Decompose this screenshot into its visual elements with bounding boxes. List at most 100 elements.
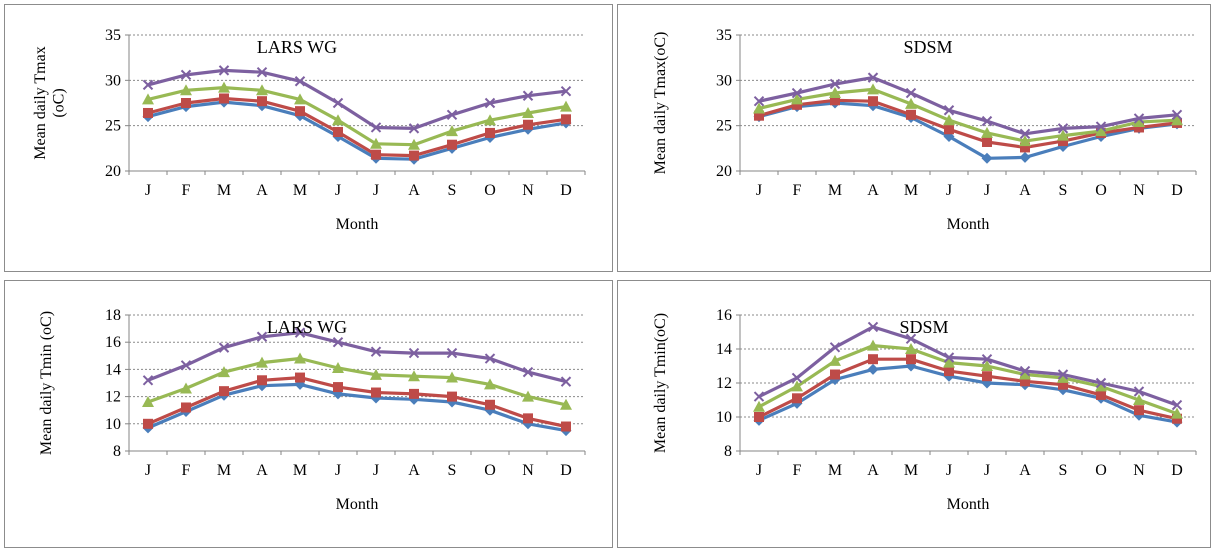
data-point-series-1-diamond [294, 378, 306, 390]
x-tick-label: F [182, 182, 191, 199]
data-point-series-1-diamond [522, 418, 534, 430]
data-point-series-3-triangle [180, 84, 192, 96]
data-point-series-2-square [944, 366, 954, 377]
y-tick-label: 16 [716, 307, 732, 324]
x-tick-label: O [1095, 462, 1107, 479]
data-point-series-3-triangle [981, 360, 993, 371]
data-point-series-2-square [830, 95, 840, 106]
x-tick-label: J [984, 462, 990, 479]
y-tick-label: 30 [716, 72, 732, 89]
data-point-series-1-diamond [867, 363, 879, 375]
data-point-series-2-square [1058, 379, 1068, 390]
data-point-series-4-x [332, 97, 344, 109]
data-point-series-3-triangle [370, 368, 382, 380]
data-point-series-2-square [1134, 405, 1144, 416]
data-point-series-3-triangle [408, 370, 420, 382]
data-point-series-2-square [181, 402, 191, 413]
data-point-series-3-triangle [294, 352, 306, 364]
x-tick-label: J [335, 462, 341, 479]
data-point-series-4-x [370, 346, 382, 357]
data-point-series-4-x [408, 123, 420, 134]
x-tick-label: J [756, 182, 762, 199]
data-point-series-3-triangle [446, 125, 458, 137]
data-point-series-4-x [943, 352, 955, 363]
data-point-series-2-square [447, 139, 457, 150]
data-point-series-3-triangle [218, 81, 230, 93]
y-tick-label: 30 [105, 72, 121, 89]
series-line-4 [758, 325, 1178, 407]
data-point-series-3-triangle [294, 93, 306, 105]
x-tick-label: N [522, 462, 534, 479]
x-tick-label: J [946, 462, 952, 479]
series-line-4 [147, 331, 567, 384]
data-point-series-2-square [1172, 413, 1182, 424]
data-point-series-3-triangle [1133, 394, 1145, 405]
data-point-series-2-square [1058, 136, 1068, 147]
data-point-series-4-x [446, 109, 458, 120]
chart-svg: 20 25 30 35 J F M A M J J A S O N D Month Mean daily Tmax… [652, 27, 1197, 233]
chart-title: LARS WG [257, 37, 337, 57]
x-tick-label: N [1133, 182, 1145, 199]
data-point-series-4-x [1057, 369, 1069, 380]
data-point-series-3-triangle [560, 398, 572, 410]
data-point-series-2-square [1020, 142, 1030, 153]
data-point-series-3-triangle [753, 102, 765, 114]
chart-title: LARS WG [267, 317, 347, 337]
data-point-series-2-square [561, 114, 571, 125]
data-point-series-4-x [256, 66, 268, 78]
y-tick-label: 14 [716, 341, 732, 358]
data-point-series-2-square [219, 386, 229, 397]
data-point-series-2-square [982, 371, 992, 382]
data-point-series-4-x [180, 360, 192, 371]
chart-title: SDSM [903, 37, 952, 57]
data-point-series-4-x [256, 331, 268, 342]
x-axis-label: Month [947, 216, 990, 233]
data-point-series-3-triangle [484, 114, 496, 126]
data-point-series-3-triangle [791, 93, 803, 105]
data-point-series-4-x [981, 115, 993, 127]
data-point-series-2-square [333, 127, 343, 138]
data-point-series-4-x [560, 86, 572, 97]
data-point-series-4-x [829, 342, 841, 353]
data-point-series-4-x [408, 347, 420, 359]
data-point-series-4-x [1133, 113, 1145, 124]
y-tick-label: 16 [105, 334, 121, 351]
x-tick-label: M [293, 182, 307, 199]
x-tick-label: A [1019, 462, 1031, 479]
x-tick-label: M [217, 182, 231, 199]
data-point-series-4-x [218, 65, 230, 76]
data-point-series-2-square [906, 109, 916, 120]
data-point-series-2-square [295, 372, 305, 383]
x-tick-label: O [484, 462, 496, 479]
x-tick-label: J [335, 182, 341, 199]
x-tick-label: M [904, 182, 918, 199]
series-line-1 [758, 364, 1178, 424]
x-tick-label: D [560, 182, 572, 199]
y-tick-label: 8 [113, 443, 121, 460]
x-axis-label: Month [336, 496, 379, 513]
series-line-3 [758, 343, 1178, 416]
x-tick-label: J [145, 182, 151, 199]
data-point-series-2-square [409, 388, 419, 399]
data-point-series-4-x [370, 122, 382, 133]
x-tick-label: M [217, 462, 231, 479]
x-tick-label: M [904, 462, 918, 479]
data-point-series-4-x [791, 372, 803, 384]
data-point-series-3-triangle [829, 87, 841, 99]
x-tick-label: N [1133, 462, 1145, 479]
x-tick-label: D [1171, 182, 1183, 199]
series-line-1 [147, 100, 567, 161]
x-tick-label: O [484, 182, 496, 199]
data-point-series-3-triangle [905, 343, 917, 354]
data-point-series-3-triangle [1057, 129, 1069, 141]
x-axis-label: Month [336, 216, 379, 233]
y-tick-label: 12 [716, 375, 732, 392]
data-point-series-2-square [982, 136, 992, 147]
y-tick-label: 25 [716, 118, 732, 135]
x-tick-label: A [1019, 182, 1031, 199]
x-tick-label: A [867, 182, 879, 199]
series-line-2 [758, 98, 1178, 149]
data-point-series-3-triangle [180, 382, 192, 394]
x-tick-label: J [373, 462, 379, 479]
data-point-series-3-triangle [867, 83, 879, 95]
